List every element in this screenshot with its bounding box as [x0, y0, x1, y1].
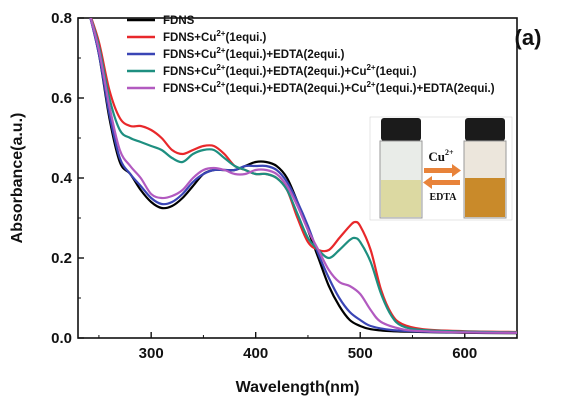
legend-label: FDNS+Cu2+(1equi.)+EDTA(2equi.)	[163, 46, 345, 61]
inset-photo: Cu2+ EDTA	[369, 116, 513, 221]
left-vial-cap	[381, 118, 421, 141]
right-arrow-icon	[424, 164, 461, 177]
right-vial-liquid	[465, 178, 505, 217]
y-tick-label: 0.8	[51, 10, 72, 27]
y-axis-title: Absorbance(a.u.)	[9, 113, 26, 244]
series-line-5	[89, 18, 517, 334]
panel-label: (a)	[515, 25, 542, 50]
inset-arrows	[423, 164, 461, 189]
x-tick-label: 500	[348, 345, 373, 362]
x-tick-label: 300	[139, 345, 164, 362]
x-tick-label: 400	[243, 345, 268, 362]
series-line-3	[89, 18, 517, 334]
legend-label: FDNS+Cu2+(1equi.)+EDTA(2equi.)+Cu2+(1equ…	[163, 80, 495, 95]
inset-cu-label: Cu2+	[428, 148, 454, 164]
y-tick-label: 0.0	[51, 330, 72, 347]
y-axis-ticks: 0.0 0.2 0.4 0.6 0.8	[51, 10, 84, 347]
x-tick-label: 600	[452, 345, 477, 362]
inset-edta-label: EDTA	[429, 192, 457, 203]
y-tick-label: 0.4	[51, 170, 73, 187]
legend-label: FDNS+Cu2+(1equi.)+EDTA(2equi.)+Cu2+(1equ…	[163, 63, 417, 78]
right-vial-cap	[465, 118, 505, 141]
x-axis-ticks: 300 400 500 600	[98, 332, 518, 362]
right-vial	[463, 118, 507, 219]
x-axis-title: Wavelength(nm)	[236, 379, 360, 396]
series-lines	[89, 18, 517, 335]
legend: FDNS FDNS+Cu2+(1equi.) FDNS+Cu2+(1equi.)+E…	[127, 15, 495, 95]
legend-label: FDNS+Cu2+(1equi.)	[163, 29, 267, 44]
legend-label: FDNS	[163, 15, 195, 27]
y-tick-label: 0.6	[51, 90, 72, 107]
series-line-4	[89, 18, 517, 334]
left-arrow-icon	[423, 176, 460, 189]
left-vial	[379, 118, 423, 219]
series-line-1	[89, 18, 517, 335]
left-vial-liquid	[381, 180, 421, 217]
y-tick-label: 0.2	[51, 250, 72, 267]
